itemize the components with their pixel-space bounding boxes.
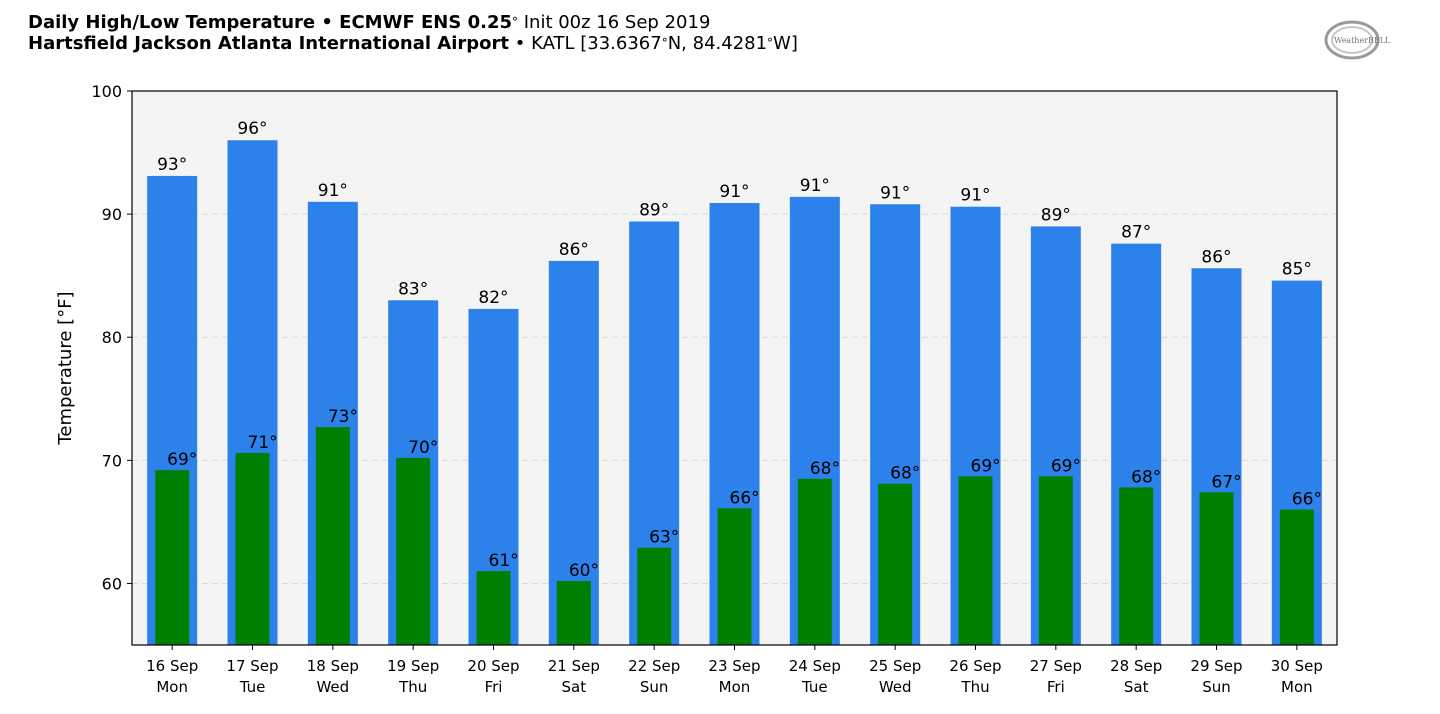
x-tick-date: 29 Sep xyxy=(1190,657,1242,675)
model-degree-mark: ° xyxy=(512,15,519,29)
low-temp-bar xyxy=(315,427,350,645)
low-temp-bar xyxy=(235,452,270,645)
header-line-1: Daily High/Low Temperature • ECMWF ENS 0… xyxy=(28,12,798,33)
low-temp-bar xyxy=(878,483,913,645)
low-temp-bar xyxy=(1038,476,1073,645)
station-coords-1: • KATL [33.6367 xyxy=(509,33,662,54)
x-tick-date: 23 Sep xyxy=(708,657,760,675)
low-temp-label: 66° xyxy=(730,488,760,508)
low-temp-bar xyxy=(1279,509,1314,645)
x-tick-weekday: Wed xyxy=(316,678,349,696)
x-tick-date: 17 Sep xyxy=(226,657,278,675)
x-tick-date: 25 Sep xyxy=(869,657,921,675)
x-tick-weekday: Thu xyxy=(398,678,427,696)
high-temp-label: 86° xyxy=(559,240,589,260)
x-tick-weekday: Sat xyxy=(562,678,587,696)
high-temp-label: 93° xyxy=(157,155,187,175)
logo-text: WeatherBELL xyxy=(1334,36,1391,45)
x-tick-date: 30 Sep xyxy=(1271,657,1323,675)
low-temp-bar xyxy=(1119,487,1154,645)
station-name: Hartsfield Jackson Atlanta International… xyxy=(28,33,510,54)
high-temp-label: 86° xyxy=(1201,247,1231,267)
high-temp-label: 91° xyxy=(318,181,348,201)
x-tick-date: 20 Sep xyxy=(467,657,519,675)
low-temp-label: 67° xyxy=(1212,472,1242,492)
x-tick-date: 19 Sep xyxy=(387,657,439,675)
low-temp-bar xyxy=(717,508,752,645)
y-tick-label: 100 xyxy=(91,82,122,101)
x-tick-date: 21 Sep xyxy=(548,657,600,675)
x-tick-date: 24 Sep xyxy=(789,657,841,675)
x-tick-weekday: Fri xyxy=(485,678,503,696)
x-tick-weekday: Sat xyxy=(1124,678,1149,696)
x-tick-date: 27 Sep xyxy=(1030,657,1082,675)
x-tick-weekday: Sun xyxy=(1202,678,1231,696)
low-temp-label: 71° xyxy=(248,433,278,453)
chart-header: Daily High/Low Temperature • ECMWF ENS 0… xyxy=(28,12,798,54)
low-temp-bar xyxy=(155,470,190,645)
low-temp-label: 70° xyxy=(408,438,438,458)
y-tick-label: 60 xyxy=(102,574,122,593)
x-tick-date: 26 Sep xyxy=(949,657,1001,675)
low-temp-bar xyxy=(556,580,591,645)
low-temp-bar xyxy=(396,457,431,645)
x-tick-weekday: Mon xyxy=(719,678,751,696)
model-title: Daily High/Low Temperature • ECMWF ENS 0… xyxy=(28,12,513,33)
high-temp-label: 89° xyxy=(1041,205,1071,225)
low-temp-bar xyxy=(958,476,993,645)
low-temp-bar xyxy=(1199,492,1234,645)
x-tick-weekday: Tue xyxy=(801,678,828,696)
high-temp-label: 91° xyxy=(800,176,830,196)
y-axis-label: Temperature [°F] xyxy=(55,291,76,445)
lat-degree-mark: ° xyxy=(661,36,668,50)
low-temp-label: 68° xyxy=(1131,467,1161,487)
low-temp-label: 68° xyxy=(890,464,920,484)
weatherbell-logo: WeatherBELL xyxy=(1324,20,1391,60)
y-tick-label: 70 xyxy=(102,451,122,470)
high-temp-label: 91° xyxy=(960,186,990,206)
low-temp-label: 68° xyxy=(810,459,840,479)
low-temp-bar xyxy=(476,571,511,645)
low-temp-label: 63° xyxy=(649,528,679,548)
x-tick-weekday: Mon xyxy=(156,678,188,696)
high-temp-label: 87° xyxy=(1121,223,1151,243)
low-temp-label: 73° xyxy=(328,407,358,427)
low-temp-bar xyxy=(637,547,672,645)
low-temp-label: 69° xyxy=(971,456,1001,476)
low-temp-bar xyxy=(797,478,832,645)
x-tick-date: 18 Sep xyxy=(307,657,359,675)
low-temp-label: 61° xyxy=(489,551,519,571)
y-tick-label: 90 xyxy=(102,205,122,224)
low-temp-label: 69° xyxy=(1051,456,1081,476)
x-tick-date: 28 Sep xyxy=(1110,657,1162,675)
high-temp-label: 91° xyxy=(719,182,749,202)
x-tick-date: 22 Sep xyxy=(628,657,680,675)
high-temp-label: 83° xyxy=(398,279,428,299)
high-temp-label: 91° xyxy=(880,183,910,203)
header-line-2: Hartsfield Jackson Atlanta International… xyxy=(28,33,798,54)
x-tick-weekday: Sun xyxy=(640,678,669,696)
high-temp-label: 85° xyxy=(1282,260,1312,280)
station-coords-3: W] xyxy=(773,33,798,54)
high-temp-label: 96° xyxy=(237,119,267,139)
y-tick-label: 80 xyxy=(102,328,122,347)
x-tick-weekday: Mon xyxy=(1281,678,1313,696)
lon-degree-mark: ° xyxy=(767,36,774,50)
x-tick-weekday: Thu xyxy=(960,678,989,696)
init-time: Init 00z 16 Sep 2019 xyxy=(518,12,711,33)
x-tick-weekday: Wed xyxy=(879,678,912,696)
low-temp-label: 66° xyxy=(1292,490,1322,510)
station-coords-2: N, 84.4281 xyxy=(667,33,768,54)
high-temp-label: 89° xyxy=(639,200,669,220)
high-temp-label: 82° xyxy=(478,288,508,308)
low-temp-label: 60° xyxy=(569,561,599,581)
x-tick-weekday: Tue xyxy=(239,678,266,696)
x-tick-weekday: Fri xyxy=(1047,678,1065,696)
low-temp-label: 69° xyxy=(167,450,197,470)
x-tick-date: 16 Sep xyxy=(146,657,198,675)
